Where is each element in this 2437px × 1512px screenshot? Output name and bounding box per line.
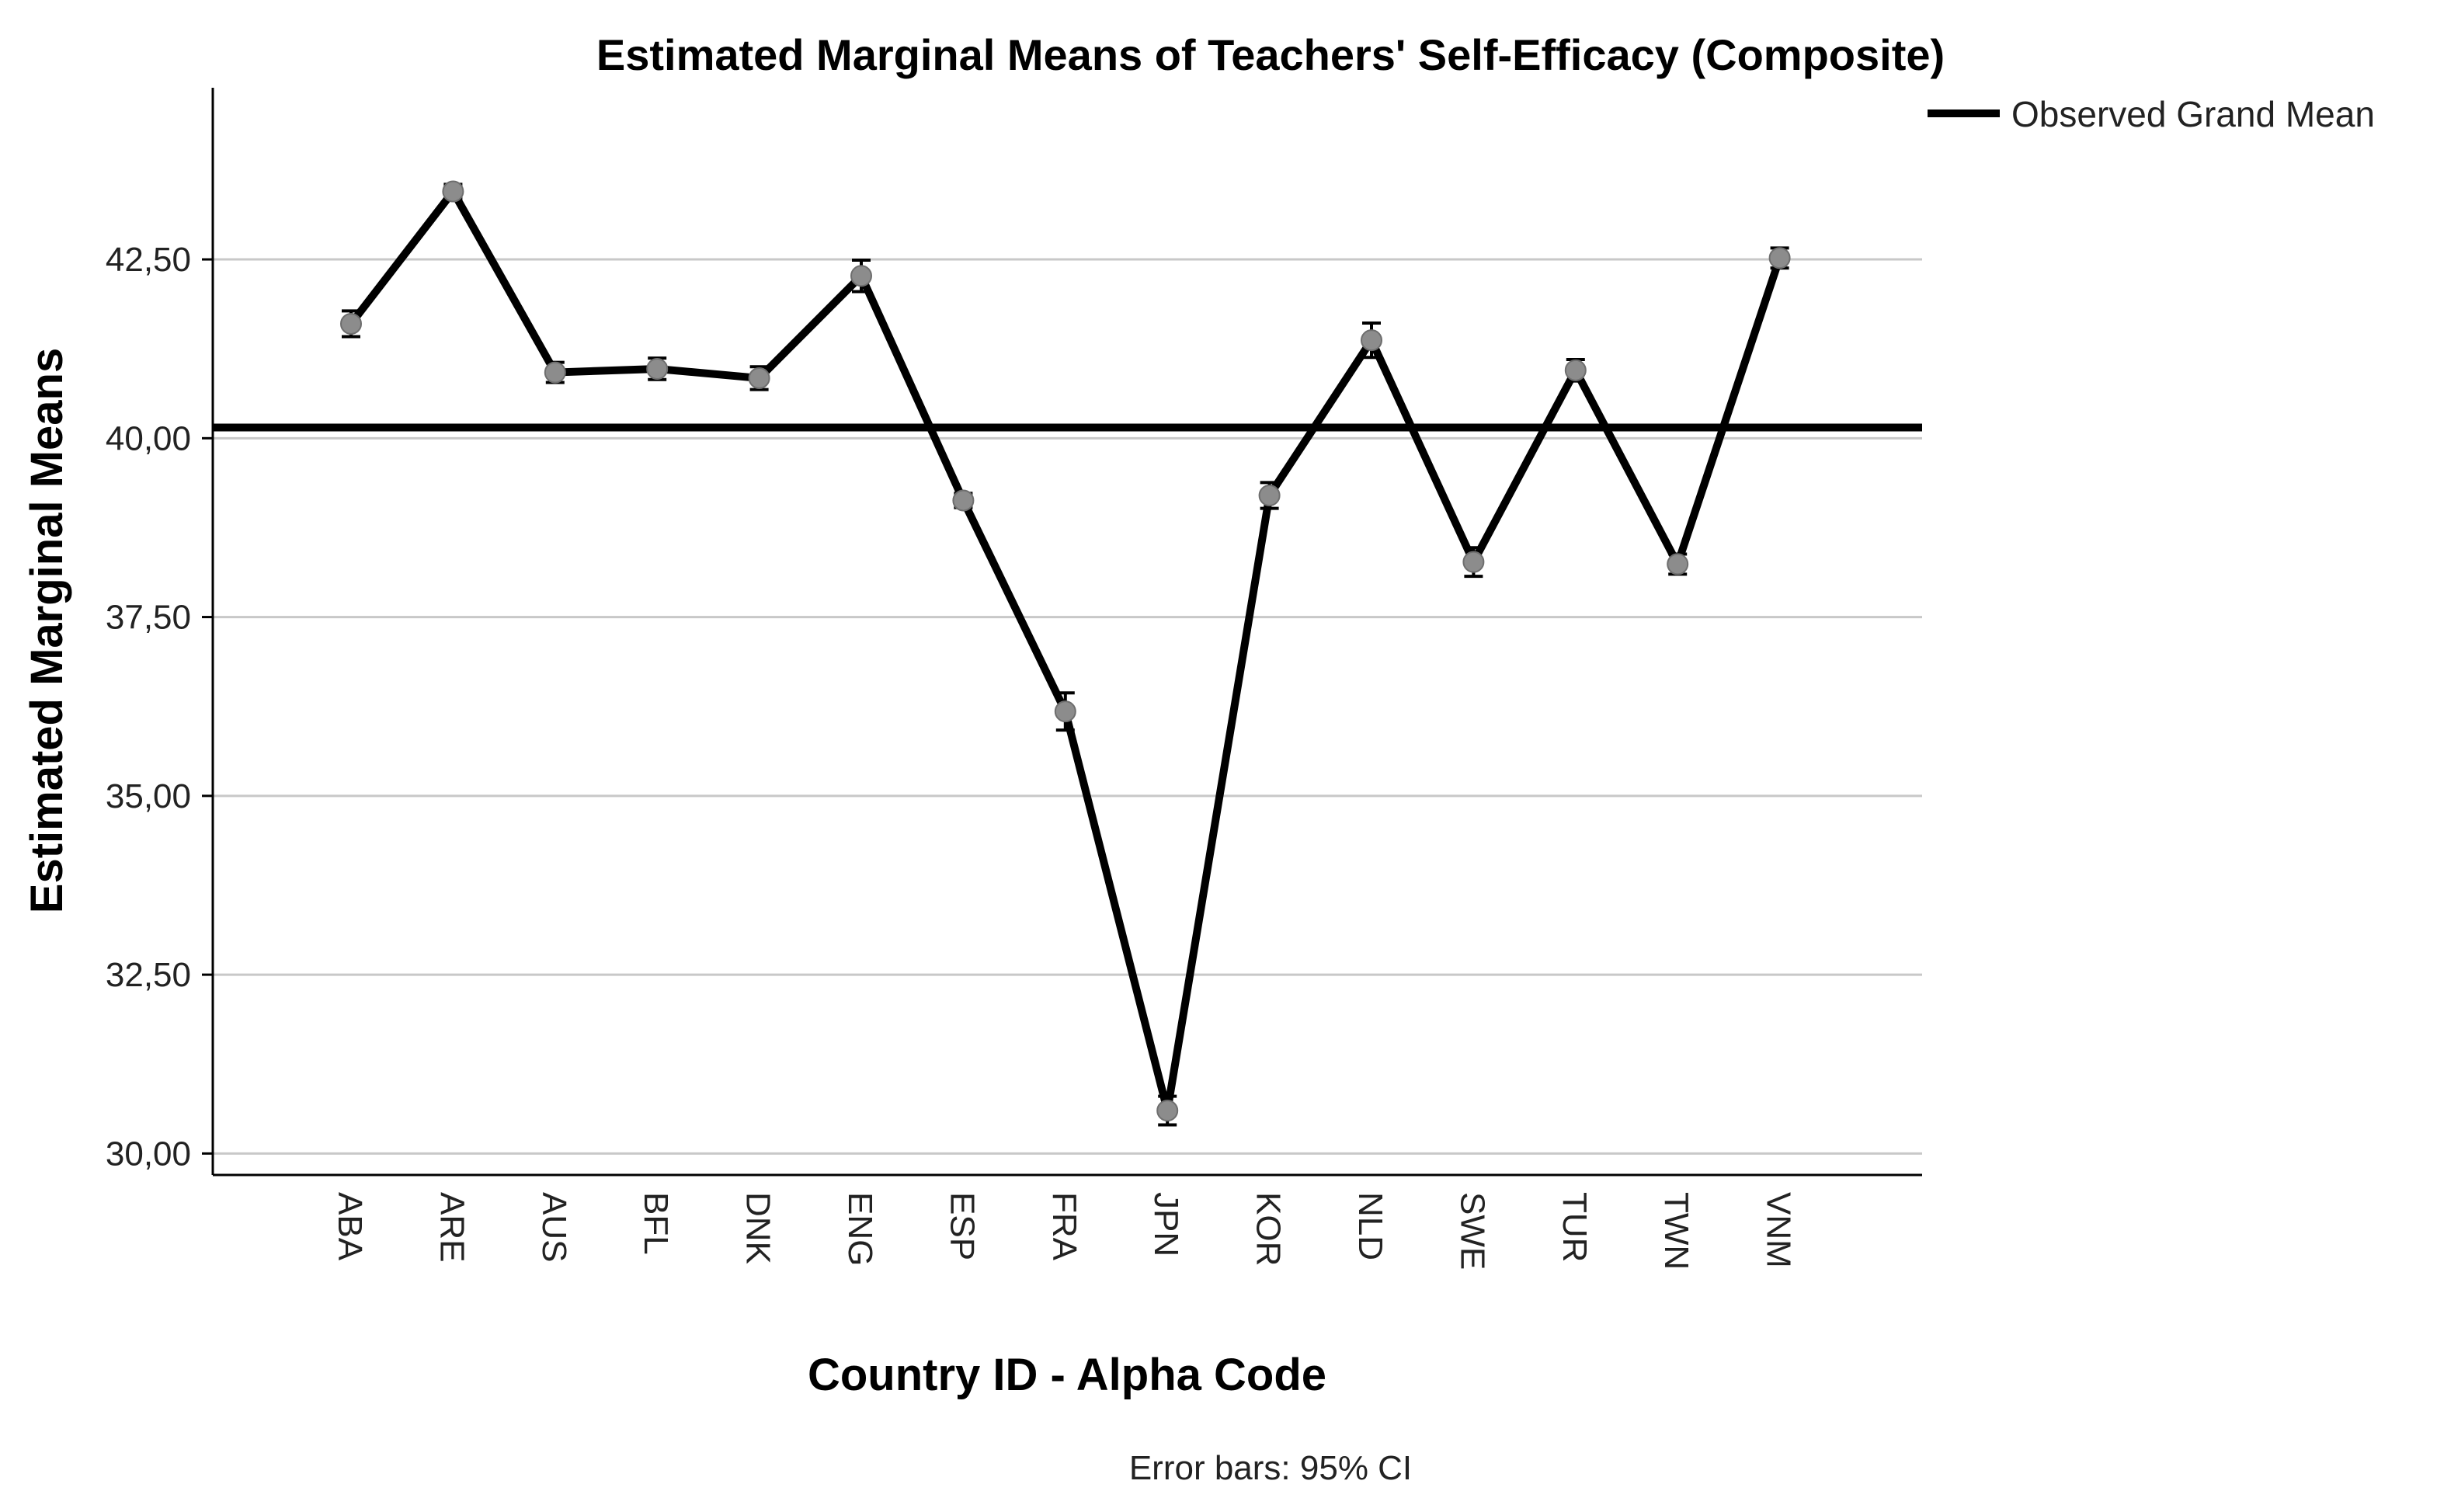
chart-title: Estimated Marginal Means of Teachers' Se… xyxy=(596,30,1945,79)
x-tick-label: DNK xyxy=(739,1192,777,1264)
x-tick-label: TWN xyxy=(1657,1192,1695,1270)
x-tick-label: JPN xyxy=(1147,1192,1185,1257)
y-axis-ticks: 30,00 32,50 35,00 37,50 40,00 42,50 xyxy=(106,241,213,1173)
data-point-aus xyxy=(544,360,566,384)
x-tick-label: NLD xyxy=(1351,1192,1389,1260)
x-tick-label: KOR xyxy=(1250,1192,1288,1266)
data-point-kor xyxy=(1258,481,1281,510)
data-point-vnm xyxy=(1768,246,1791,270)
data-point-nld xyxy=(1361,322,1382,360)
data-marker xyxy=(544,361,566,384)
data-marker xyxy=(850,265,872,287)
data-marker xyxy=(1667,553,1689,575)
data-marker xyxy=(1156,1100,1179,1122)
data-marker xyxy=(748,367,770,389)
data-marker xyxy=(1564,359,1587,381)
y-tick-label: 40,00 xyxy=(106,419,191,457)
y-tick-label: 32,50 xyxy=(106,956,191,994)
data-marker xyxy=(646,357,669,380)
data-marker xyxy=(1054,700,1076,723)
data-point-tur xyxy=(1564,358,1587,383)
data-marker xyxy=(1768,247,1791,269)
data-point-bfl xyxy=(646,356,669,381)
x-tick-label: FRA xyxy=(1045,1192,1083,1261)
error-bar-note: Error bars: 95% CI xyxy=(1129,1449,1412,1487)
data-marker xyxy=(952,489,975,512)
y-axis-title: Estimated Marginal Means xyxy=(22,348,72,913)
data-point-esp xyxy=(952,489,975,512)
x-tick-label: AUS xyxy=(535,1192,573,1262)
legend: Observed Grand Mean xyxy=(1928,94,2375,134)
series-line xyxy=(348,184,1784,1112)
x-tick-label: VNM xyxy=(1760,1192,1798,1268)
x-tick-label: SWE xyxy=(1453,1192,1491,1270)
data-point-eng xyxy=(850,258,872,294)
data-point-are xyxy=(442,180,464,203)
data-marker xyxy=(442,180,464,203)
data-marker xyxy=(1258,485,1281,506)
series-group xyxy=(340,180,1791,1127)
y-tick-label: 30,00 xyxy=(106,1135,191,1173)
x-tick-label: TUR xyxy=(1556,1192,1594,1262)
x-tick-label: ENG xyxy=(841,1192,879,1266)
data-point-dnk xyxy=(748,365,770,391)
x-axis-ticks: ABA ARE AUS BFL DNK ENG ESP FRA JPN KOR NLD SWE TUR T… xyxy=(331,1192,1798,1270)
legend-label: Observed Grand Mean xyxy=(2011,94,2375,134)
data-point-aba xyxy=(340,309,362,339)
x-tick-label: ARE xyxy=(433,1192,471,1262)
data-point-twn xyxy=(1667,552,1689,576)
data-point-jpn xyxy=(1156,1094,1179,1127)
gridlines xyxy=(213,258,1922,1155)
data-marker xyxy=(1361,329,1382,352)
data-point-swe xyxy=(1462,546,1485,579)
y-tick-label: 42,50 xyxy=(106,241,191,279)
data-marker xyxy=(340,312,362,335)
x-tick-label: ABA xyxy=(331,1192,369,1261)
x-tick-label: ESP xyxy=(943,1192,981,1260)
y-tick-label: 35,00 xyxy=(106,777,191,815)
y-tick-label: 37,50 xyxy=(106,599,191,637)
x-axis-title: Country ID - Alpha Code xyxy=(808,1350,1326,1400)
data-point-fra xyxy=(1054,691,1076,732)
data-marker xyxy=(1462,551,1485,573)
x-tick-label: BFL xyxy=(637,1192,675,1255)
